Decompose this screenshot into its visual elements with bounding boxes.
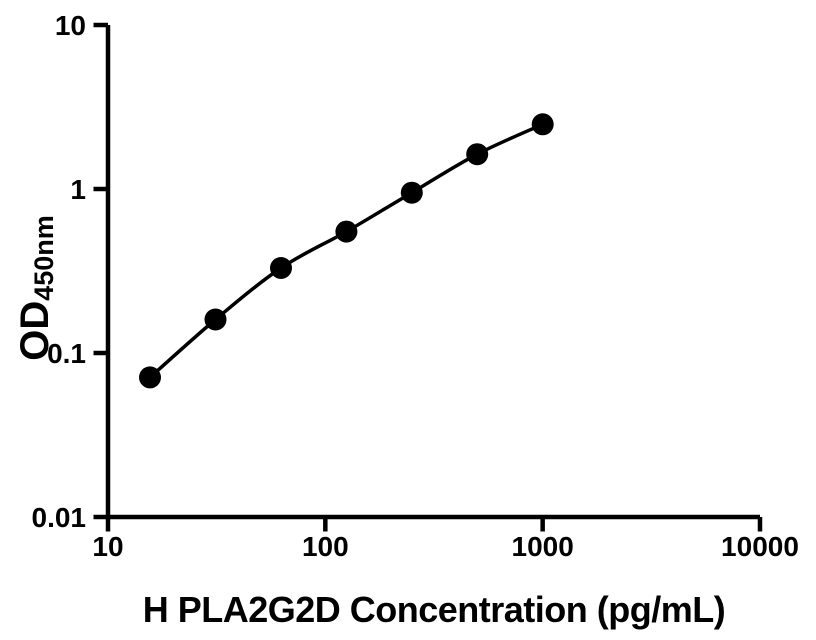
- y-axis-ticks: 0.01 0.1 1 10: [32, 10, 108, 533]
- y-tick-label: 0.1: [47, 338, 86, 369]
- data-point: [531, 113, 554, 136]
- data-point: [139, 366, 161, 389]
- x-tick-label: 1000: [512, 531, 574, 562]
- data-point: [466, 143, 489, 166]
- y-tick-label: 10: [55, 10, 86, 41]
- data-point: [335, 220, 358, 243]
- data-point: [204, 308, 227, 331]
- x-tick-label: 10000: [721, 531, 799, 562]
- svg-text:OD450nm: OD450nm: [13, 215, 59, 361]
- x-tick-label: 10: [92, 531, 123, 562]
- x-axis-title: H PLA2G2D Concentration (pg/mL): [143, 589, 726, 630]
- x-tick-label: 100: [302, 531, 349, 562]
- x-axis-ticks: 10 100 1000 10000: [92, 517, 799, 562]
- data-series: [139, 113, 554, 389]
- y-axis-title-subscript: 450nm: [29, 215, 59, 301]
- data-point: [270, 257, 292, 279]
- y-axis-title: OD450nm: [13, 215, 59, 361]
- axes: [105, 25, 760, 520]
- y-axis-title-main: OD: [13, 301, 57, 361]
- y-tick-label: 0.01: [32, 502, 87, 533]
- y-tick-label: 1: [70, 174, 86, 205]
- data-point: [400, 181, 423, 204]
